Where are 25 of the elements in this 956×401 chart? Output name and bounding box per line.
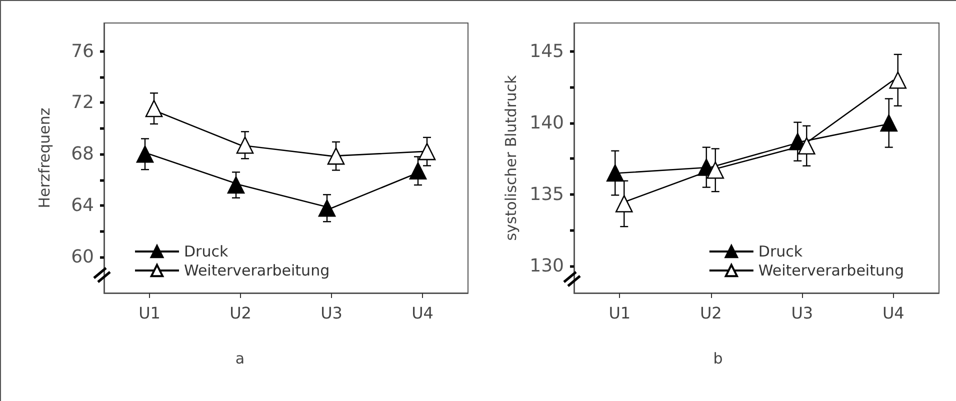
y-tick-label: 68 <box>71 144 94 165</box>
text: b <box>713 350 723 368</box>
x-tick-label: U1 <box>138 304 160 322</box>
y-axis-title: systolischer Blutdruck <box>502 74 520 241</box>
y-tick-label: 76 <box>71 40 94 62</box>
x-tick-label: U3 <box>791 304 814 322</box>
text: a <box>235 350 245 368</box>
x-tick-label: U4 <box>412 304 434 322</box>
y-tick-label: 145 <box>530 41 564 62</box>
y-tick-label: 72 <box>71 92 94 114</box>
y-axis-title: Herzfrequenz <box>36 108 54 208</box>
x-tick-label: U2 <box>700 304 722 322</box>
legend-label: Weiterverarbeitung <box>758 262 904 280</box>
legend-label: Weiterverarbeitung <box>184 262 330 280</box>
y-tick-label: 140 <box>530 112 564 134</box>
x-tick-label: U4 <box>882 304 904 322</box>
y-tick-label: 64 <box>71 195 94 216</box>
y-tick-label: 135 <box>530 184 564 205</box>
y-tick-label: 60 <box>71 246 94 268</box>
legend-label: Druck <box>758 242 803 260</box>
y-tick-label: 130 <box>530 255 564 276</box>
x-tick-label: U1 <box>608 304 631 322</box>
x-tick-label: U2 <box>230 304 252 322</box>
legend-label: Druck <box>184 242 228 260</box>
x-tick-label: U3 <box>320 304 342 322</box>
